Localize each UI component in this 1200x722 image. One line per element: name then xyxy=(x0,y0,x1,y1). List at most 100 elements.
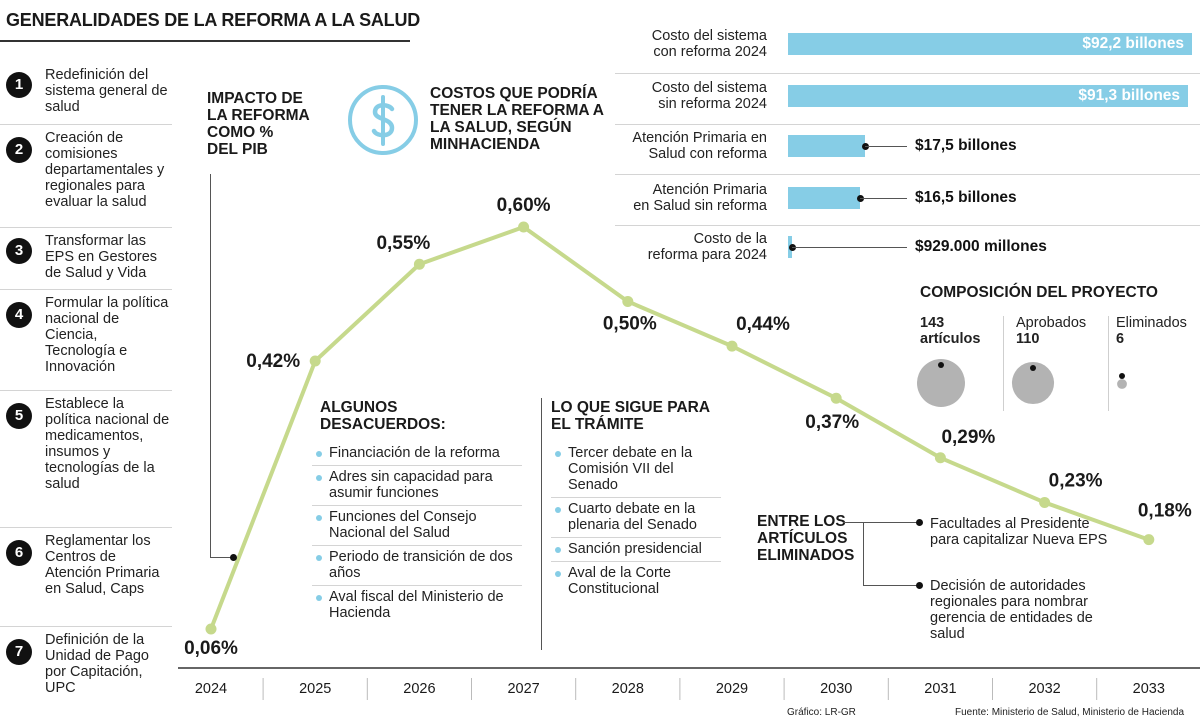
composition-total-label: artículos xyxy=(920,331,981,347)
step-number-badge: 7 xyxy=(6,639,32,665)
cost-category-label: Costo del sistema con reforma 2024 xyxy=(652,28,767,60)
cost-row: Costo del sistema sin reforma 2024 $91,3 b… xyxy=(615,80,1200,112)
pib-data-point xyxy=(934,452,946,464)
step-number-badge: 3 xyxy=(6,238,32,264)
cost-leader-line xyxy=(860,198,907,199)
lists-divider xyxy=(541,398,542,650)
cost-value-label: $17,5 billones xyxy=(915,137,1017,154)
cost-category-label: Costo de la reforma para 2024 xyxy=(648,231,767,263)
pib-data-label: 0,44% xyxy=(736,314,790,335)
cost-category-label-line: en Salud sin reforma xyxy=(633,198,767,214)
disagreements-title-line: ALGUNOS xyxy=(320,399,398,416)
next-steps-title-line: LO QUE SIGUE PARA xyxy=(551,399,711,416)
pib-data-label: 0,42% xyxy=(246,351,300,372)
next-steps-title-line: EL TRÁMITE xyxy=(551,416,644,433)
composition-bubble xyxy=(1011,361,1055,405)
x-tick-label: 2024 xyxy=(195,681,227,697)
cost-leader-line xyxy=(792,247,907,248)
cost-category-label-line: Costo de la xyxy=(693,231,767,247)
cost-category-label-line: con reforma 2024 xyxy=(653,44,767,60)
pib-data-label: 0,37% xyxy=(805,412,859,433)
pib-data-label: 0,29% xyxy=(941,427,995,448)
cost-row-divider xyxy=(615,73,1200,74)
pib-chart-title-line: DEL PIB xyxy=(207,141,268,158)
composition-total-number: 143 xyxy=(920,315,945,331)
pib-data-label: 0,23% xyxy=(1049,470,1103,491)
removed-connector xyxy=(863,522,864,586)
list-item: 6 Reglamentar los Centros de Atención Pr… xyxy=(0,528,172,627)
composition-divider xyxy=(1003,316,1004,411)
cost-category-label-line: Atención Primaria en xyxy=(632,130,767,146)
page-title: GENERALIDADES DE LA REFORMA A LA SALUD xyxy=(6,10,421,30)
composition-divider xyxy=(1108,316,1109,411)
list-item: Tercer debate en la Comisión VII del Sen… xyxy=(551,442,721,498)
composition-bubble-marker xyxy=(1119,373,1125,379)
x-tick-label: 2025 xyxy=(299,681,331,697)
cost-row-divider xyxy=(615,174,1200,175)
removed-connector-dot xyxy=(916,582,923,589)
pib-data-label: 0,60% xyxy=(497,195,551,216)
composition-bubbles xyxy=(917,359,1127,407)
cost-category-label-line: reforma para 2024 xyxy=(647,247,767,263)
x-tick-label: 2026 xyxy=(403,681,435,697)
composition-approved-label: Aprobados xyxy=(1016,315,1087,331)
pib-data-point xyxy=(622,295,634,307)
pib-data-point xyxy=(1143,534,1155,546)
cost-row: Costo de la reforma para 2024 $929.000 mil… xyxy=(615,231,1200,263)
list-item: Aval de la Corte Constitucional xyxy=(551,562,721,601)
pib-chart-title-line: LA REFORMA xyxy=(207,107,310,124)
pib-title-leader-dot xyxy=(230,554,237,561)
composition-removed-label: Eliminados xyxy=(1116,315,1187,331)
x-tick-label: 2029 xyxy=(716,681,748,697)
step-text: Creación de comisiones departamentales y… xyxy=(45,130,165,210)
pib-chart-title: IMPACTO DE LA REFORMA COMO % DEL PIB xyxy=(207,90,310,158)
composition-removed-number: 6 xyxy=(1116,331,1125,347)
step-text: Reglamentar los Centros de Atención Prim… xyxy=(45,533,160,597)
list-item: 2 Creación de comisiones departamentales… xyxy=(0,125,172,228)
cost-bar xyxy=(788,187,861,209)
list-item: Adres sin capacidad para asumir funcione… xyxy=(312,466,522,506)
removed-articles-title-line: ENTRE LOS xyxy=(757,513,846,530)
pib-data-point xyxy=(413,258,425,270)
pib-title-leader xyxy=(210,174,211,558)
disagreements-title-line: DESACUERDOS: xyxy=(320,416,446,433)
cost-row: Costo del sistema con reforma 2024 $92,2 b… xyxy=(615,28,1200,60)
composition-approved-number: 110 xyxy=(1016,331,1040,347)
graphic-credit: Gráfico: LR-GR xyxy=(787,707,856,718)
x-tick-label: 2033 xyxy=(1133,681,1165,697)
cost-bar: $91,3 billones xyxy=(788,85,1189,107)
dollar-icon xyxy=(348,85,418,155)
pib-title-leader xyxy=(210,557,234,558)
step-number-badge: 2 xyxy=(6,137,32,163)
list-item: Periodo de transición de dos años xyxy=(312,546,522,586)
cost-category-label-line: Costo del sistema xyxy=(651,28,767,44)
cost-value-label: $16,5 billones xyxy=(915,189,1017,206)
composition-bubble-marker xyxy=(1030,364,1036,371)
x-tick-label: 2030 xyxy=(820,681,852,697)
removed-connector xyxy=(843,522,863,523)
cost-category-label: Atención Primaria en Salud con reforma xyxy=(632,130,767,162)
cost-category-label-line: Costo del sistema xyxy=(651,80,767,96)
step-text: Formular la política nacional de Ciencia… xyxy=(45,295,169,375)
pib-chart-title-line: COMO % xyxy=(207,124,274,141)
costs-title: COSTOS QUE PODRÍA TENER LA REFORMA A LA … xyxy=(430,85,604,153)
x-tick-label: 2028 xyxy=(612,681,644,697)
composition-bubble xyxy=(1117,379,1127,389)
step-number-badge: 6 xyxy=(6,540,32,566)
composition-removed: Eliminados 6 xyxy=(1116,315,1187,347)
composition-bubble xyxy=(917,359,965,407)
step-number-badge: 1 xyxy=(6,72,32,98)
list-item: Financiación de la reforma xyxy=(312,442,522,466)
x-tick-label: 2031 xyxy=(924,681,956,697)
disagreements-title: ALGUNOS DESACUERDOS: xyxy=(320,399,446,433)
costs-title-line: LA SALUD, SEGÚN xyxy=(430,119,572,136)
cost-category-label-line: Salud con reforma xyxy=(648,146,767,162)
cost-row-divider xyxy=(615,124,1200,125)
cost-row: Atención Primaria en Salud sin reforma $16… xyxy=(615,182,1200,214)
pib-data-point xyxy=(1039,496,1051,508)
cost-value-label: $929.000 millones xyxy=(915,238,1047,255)
costs-title-line: MINHACIENDA xyxy=(430,136,541,153)
pib-data-label: 0,18% xyxy=(1138,501,1192,522)
pib-data-point xyxy=(726,340,738,352)
